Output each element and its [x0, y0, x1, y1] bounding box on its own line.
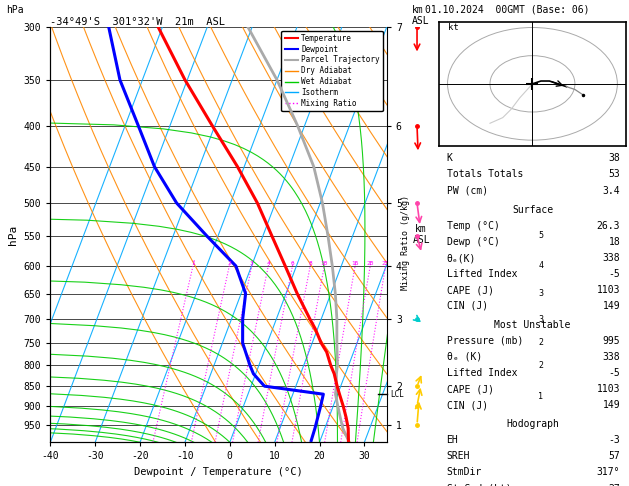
Text: 57: 57 [608, 451, 620, 461]
Y-axis label: hPa: hPa [8, 225, 18, 244]
Text: 149: 149 [603, 301, 620, 311]
Text: 4: 4 [267, 261, 270, 266]
Text: 1: 1 [191, 261, 195, 266]
Text: θₑ (K): θₑ (K) [447, 352, 482, 362]
Text: Lifted Index: Lifted Index [447, 269, 517, 279]
Text: 338: 338 [603, 352, 620, 362]
Text: 317°: 317° [597, 468, 620, 477]
Text: EH: EH [447, 435, 459, 445]
Text: 338: 338 [603, 253, 620, 263]
Text: SREH: SREH [447, 451, 470, 461]
Text: 38: 38 [608, 153, 620, 163]
Text: 1103: 1103 [597, 384, 620, 394]
Text: 10: 10 [321, 261, 328, 266]
Text: 26.3: 26.3 [597, 221, 620, 231]
Text: Lifted Index: Lifted Index [447, 368, 517, 378]
Text: Totals Totals: Totals Totals [447, 170, 523, 179]
Text: Most Unstable: Most Unstable [494, 320, 571, 330]
Text: 3: 3 [538, 314, 543, 324]
Text: 25: 25 [382, 261, 389, 266]
Legend: Temperature, Dewpoint, Parcel Trajectory, Dry Adiabat, Wet Adiabat, Isotherm, Mi: Temperature, Dewpoint, Parcel Trajectory… [281, 31, 383, 111]
Text: θₑ(K): θₑ(K) [447, 253, 476, 263]
Text: 27: 27 [608, 484, 620, 486]
Text: 3.4: 3.4 [603, 186, 620, 196]
Text: Hodograph: Hodograph [506, 419, 559, 429]
Text: StmSpd (kt): StmSpd (kt) [447, 484, 511, 486]
Text: 01.10.2024  00GMT (Base: 06): 01.10.2024 00GMT (Base: 06) [425, 5, 589, 15]
Text: 2: 2 [538, 338, 543, 347]
Text: kt: kt [447, 23, 459, 33]
Text: 149: 149 [603, 400, 620, 410]
Text: -3: -3 [608, 435, 620, 445]
Text: 18: 18 [608, 237, 620, 247]
Text: K: K [447, 153, 452, 163]
Text: 1103: 1103 [597, 285, 620, 295]
Text: 53: 53 [608, 170, 620, 179]
Text: 995: 995 [603, 336, 620, 346]
Text: CIN (J): CIN (J) [447, 301, 487, 311]
Text: Pressure (mb): Pressure (mb) [447, 336, 523, 346]
Text: 3: 3 [538, 289, 543, 298]
Text: Mixing Ratio (g/kg): Mixing Ratio (g/kg) [401, 195, 410, 291]
Text: Dewp (°C): Dewp (°C) [447, 237, 499, 247]
Text: 2: 2 [228, 261, 231, 266]
Text: 1: 1 [538, 392, 543, 400]
Text: 8: 8 [308, 261, 312, 266]
Text: Surface: Surface [512, 205, 553, 215]
Text: CAPE (J): CAPE (J) [447, 285, 494, 295]
Text: -34°49'S  301°32'W  21m  ASL: -34°49'S 301°32'W 21m ASL [50, 17, 225, 27]
Text: 5: 5 [538, 231, 543, 241]
Text: StmDir: StmDir [447, 468, 482, 477]
Text: hPa: hPa [6, 5, 24, 15]
Text: LCL: LCL [391, 390, 404, 399]
Text: -5: -5 [608, 269, 620, 279]
Text: -5: -5 [608, 368, 620, 378]
Text: 20: 20 [367, 261, 374, 266]
Text: km
ASL: km ASL [412, 5, 430, 26]
Text: Temp (°C): Temp (°C) [447, 221, 499, 231]
X-axis label: Dewpoint / Temperature (°C): Dewpoint / Temperature (°C) [134, 467, 303, 477]
Text: 2: 2 [538, 361, 543, 370]
Text: 4: 4 [538, 261, 543, 270]
Text: 3: 3 [250, 261, 253, 266]
Text: CIN (J): CIN (J) [447, 400, 487, 410]
Text: PW (cm): PW (cm) [447, 186, 487, 196]
Text: CAPE (J): CAPE (J) [447, 384, 494, 394]
Text: 6: 6 [291, 261, 294, 266]
Y-axis label: km
ASL: km ASL [413, 224, 430, 245]
Text: 16: 16 [352, 261, 359, 266]
